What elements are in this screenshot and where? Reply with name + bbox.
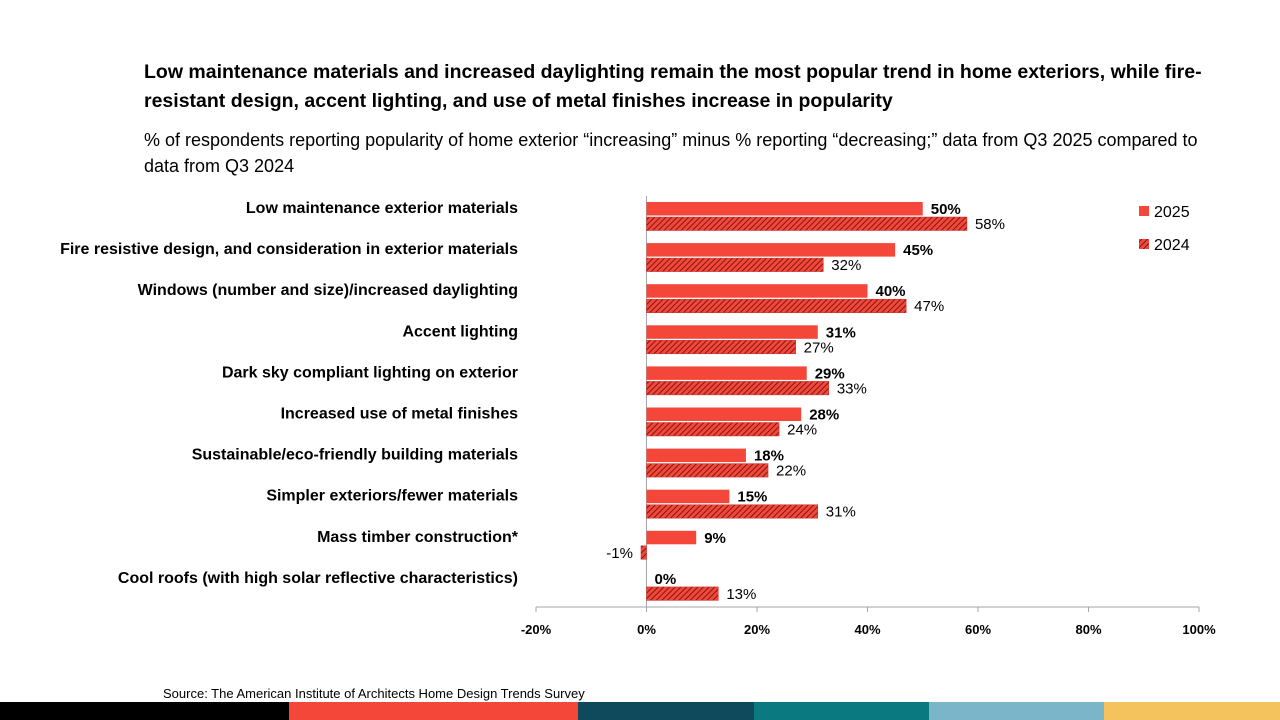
bar-2024: [646, 381, 830, 396]
data-label-2025: 18%: [754, 448, 784, 465]
category-label: Simpler exteriors/fewer materials: [266, 488, 518, 505]
data-label-2024: 47%: [914, 298, 944, 315]
category-label: Cool roofs (with high solar reflective c…: [118, 570, 518, 587]
bar-2025: [646, 530, 697, 545]
data-label-2025: 29%: [815, 365, 845, 382]
data-label-2025: 50%: [931, 201, 961, 218]
data-label-2024: 27%: [804, 339, 834, 356]
data-label-2024: 24%: [787, 422, 817, 439]
data-label-2025: 40%: [876, 283, 906, 300]
bar-2025: [646, 407, 802, 421]
category-label: Sustainable/eco-friendly building materi…: [192, 447, 518, 464]
data-label-2025: 9%: [704, 530, 726, 547]
legend-label-2025: 2025: [1154, 204, 1190, 221]
footer-color-segment: [578, 702, 754, 720]
x-tick-label: 20%: [744, 622, 770, 637]
bar-2024: [640, 545, 647, 560]
legend-swatch-2024: [1139, 239, 1149, 249]
category-label: Fire resistive design, and consideration…: [60, 241, 518, 258]
bar-2024: [646, 298, 907, 313]
data-label-2025: 31%: [826, 324, 856, 341]
bar-2025: [646, 366, 807, 380]
category-label: Mass timber construction*: [317, 529, 519, 546]
x-tick-label: 60%: [965, 622, 991, 637]
footer-color-segment: [289, 702, 578, 720]
bar-2024: [646, 463, 769, 478]
data-label-2024: -1%: [606, 545, 633, 562]
bar-2024: [646, 586, 719, 601]
footer-color-segment: [0, 702, 289, 720]
category-label: Dark sky compliant lighting on exterior: [222, 364, 518, 381]
x-tick-label: 80%: [1075, 622, 1101, 637]
footer-color-segment: [1104, 702, 1280, 720]
bar-2024: [646, 422, 780, 437]
bar-2025: [646, 243, 896, 257]
bar-2025: [646, 489, 730, 504]
footer-color-segment: [929, 702, 1104, 720]
data-label-2024: 33%: [837, 380, 867, 397]
category-label: Low maintenance exterior materials: [246, 200, 518, 217]
category-label: Increased use of metal finishes: [281, 406, 519, 423]
bar-2025: [646, 325, 818, 339]
bar-2025: [646, 202, 923, 216]
legend-swatch-2025: [1139, 206, 1149, 216]
x-tick-label: 100%: [1182, 622, 1216, 637]
footer-color-segment: [754, 702, 929, 720]
data-label-2024: 32%: [831, 257, 861, 274]
page-subtitle: % of respondents reporting popularity of…: [144, 130, 1198, 176]
bar-2025: [646, 284, 868, 298]
data-label-2025: 45%: [903, 242, 933, 259]
source-note: Source: The American Institute of Archit…: [163, 686, 585, 701]
bar-chart: -20% 0% 20% 40% 60% 80% 100% Low maintenance e…: [60, 196, 1216, 637]
category-label: Accent lighting: [402, 323, 518, 340]
page-title: Low maintenance materials and increased …: [144, 61, 1202, 112]
bar-2025: [646, 448, 746, 463]
legend-label-2024: 2024: [1154, 237, 1190, 254]
data-label-2025: 0%: [655, 571, 677, 588]
data-label-2025: 15%: [737, 489, 767, 506]
data-label-2024: 22%: [776, 463, 806, 480]
data-label-2024: 58%: [975, 216, 1005, 233]
bar-2024: [646, 504, 819, 519]
data-label-2025: 28%: [809, 407, 839, 424]
x-tick-label: 0%: [637, 622, 656, 637]
x-tick-label: 40%: [854, 622, 880, 637]
data-label-2024: 31%: [826, 504, 856, 521]
x-tick-label: -20%: [521, 622, 552, 637]
bar-2024: [646, 340, 796, 355]
bar-2024: [646, 257, 824, 272]
footer-color-bar: [0, 702, 1280, 720]
category-label: Windows (number and size)/increased dayl…: [138, 282, 518, 299]
bar-2024: [646, 216, 968, 231]
data-label-2024: 13%: [726, 586, 756, 603]
